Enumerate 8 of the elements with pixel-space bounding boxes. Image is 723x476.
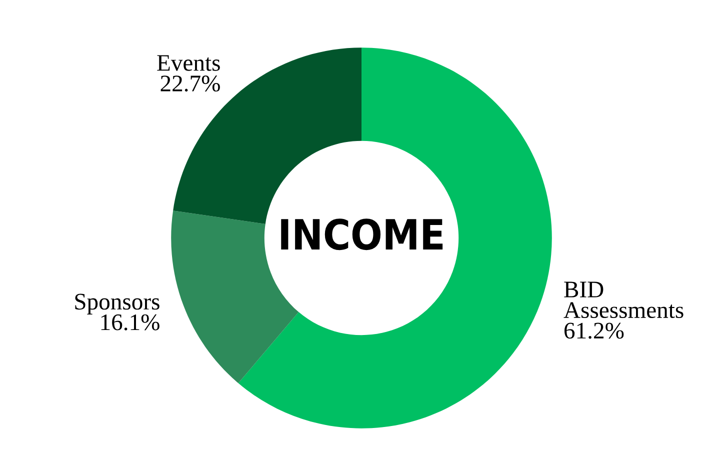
data-label: 16.1%	[101, 314, 160, 330]
data-label: 22.7%	[160, 76, 220, 92]
donut-slice	[238, 48, 552, 428]
slice-label: Sponsors	[75, 294, 160, 314]
slice-label: BID Assessments	[564, 282, 684, 318]
slice-label: Events	[157, 55, 220, 71]
text: INCOME	[281, 218, 443, 250]
data-label: 61.2%	[564, 322, 624, 339]
